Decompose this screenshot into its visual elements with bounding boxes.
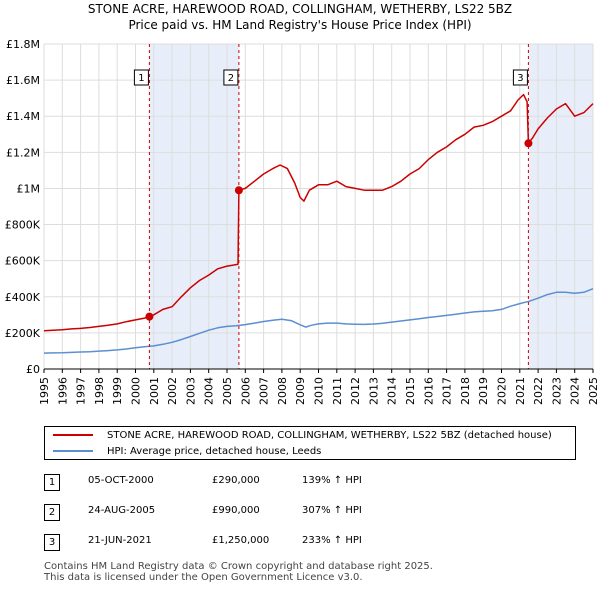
y-tick-label: £1.8M xyxy=(6,38,40,51)
hpi-series-line xyxy=(43,288,594,354)
shaded-period xyxy=(149,44,239,369)
sale-number-badge: 3 xyxy=(44,534,60,551)
sale-hpi-change: 233% ↑ HPI xyxy=(302,535,362,546)
x-tick-label: 2013 xyxy=(367,377,380,405)
x-tick-label: 2025 xyxy=(587,377,600,405)
chart-subtitle: Price paid vs. HM Land Registry's House … xyxy=(128,18,472,32)
sale-price: £990,000 xyxy=(212,505,260,516)
sale-hpi-change: 307% ↑ HPI xyxy=(302,505,362,516)
sale-point xyxy=(234,186,243,195)
footer-attribution: Contains HM Land Registry data © Crown c… xyxy=(44,561,433,583)
x-tick-label: 2004 xyxy=(203,377,216,405)
footer-line-1: Contains HM Land Registry data © Crown c… xyxy=(44,561,433,572)
sale-label-box xyxy=(133,69,149,86)
x-tick-label: 2016 xyxy=(422,377,435,405)
x-tick-label: 2022 xyxy=(532,377,545,405)
x-tick-label: 2008 xyxy=(276,377,289,405)
x-tick-label: 1999 xyxy=(111,377,124,405)
y-tick-label: £1.2M xyxy=(6,146,40,159)
x-tick-label: 1997 xyxy=(75,377,88,405)
footer-line-2: This data is licensed under the Open Gov… xyxy=(44,572,363,583)
x-tick-label: 2007 xyxy=(258,377,271,405)
chart-title: STONE ACRE, HAREWOOD ROAD, COLLINGHAM, W… xyxy=(87,2,513,16)
x-tick-label: 2000 xyxy=(130,377,143,405)
y-tick-label: £600K xyxy=(5,255,41,268)
hpi-line-swatch xyxy=(53,450,93,452)
sale-price: £1,250,000 xyxy=(212,535,270,546)
sale-number-badge: 1 xyxy=(44,474,60,491)
sale-label: 2 xyxy=(228,73,234,84)
x-tick-label: 2020 xyxy=(496,377,509,405)
x-tick-label: 2021 xyxy=(514,377,527,405)
y-tick-label: £0 xyxy=(26,363,40,376)
x-tick-label: 2014 xyxy=(386,377,399,405)
sale-point xyxy=(524,139,533,148)
shaded-period xyxy=(528,44,593,369)
x-tick-label: 1998 xyxy=(93,377,106,405)
x-tick-label: 2003 xyxy=(184,377,197,405)
sale-label: 1 xyxy=(138,73,144,84)
y-tick-label: £200K xyxy=(5,327,41,340)
sale-price: £290,000 xyxy=(212,475,260,486)
legend-item-property: STONE ACRE, HAREWOOD ROAD, COLLINGHAM, W… xyxy=(53,429,552,443)
table-row: 2 24-AUG-2005 £990,000 307% ↑ HPI xyxy=(44,503,584,523)
sale-hpi-change: 139% ↑ HPI xyxy=(302,475,362,486)
table-row: 3 21-JUN-2021 £1,250,000 233% ↑ HPI xyxy=(44,533,584,553)
x-tick-label: 2011 xyxy=(331,377,344,405)
x-tick-label: 2012 xyxy=(349,377,362,405)
property-line-swatch xyxy=(53,434,93,436)
y-tick-label: £800K xyxy=(5,219,41,232)
sale-label: 3 xyxy=(517,73,523,84)
sale-point xyxy=(145,312,154,321)
x-tick-label: 2002 xyxy=(166,377,179,405)
x-tick-label: 2024 xyxy=(569,377,582,405)
x-tick-label: 2015 xyxy=(404,377,417,405)
sale-label-box xyxy=(512,69,528,86)
x-tick-label: 2001 xyxy=(148,377,161,405)
x-tick-label: 2009 xyxy=(294,377,307,405)
chart-legend: STONE ACRE, HAREWOOD ROAD, COLLINGHAM, W… xyxy=(44,426,576,460)
sale-label-box xyxy=(223,69,239,86)
y-tick-label: £400K xyxy=(5,291,41,304)
x-tick-label: 1995 xyxy=(38,377,51,405)
x-tick-label: 2006 xyxy=(239,377,252,405)
x-tick-label: 2010 xyxy=(313,377,326,405)
legend-item-hpi: HPI: Average price, detached house, Leed… xyxy=(53,445,321,459)
y-tick-label: £1.6M xyxy=(6,74,40,87)
table-row: 1 05-OCT-2000 £290,000 139% ↑ HPI xyxy=(44,473,584,493)
sale-date: 21-JUN-2021 xyxy=(88,535,152,546)
x-tick-label: 2005 xyxy=(221,377,234,405)
x-tick-label: 2023 xyxy=(550,377,563,405)
y-tick-label: £1.4M xyxy=(6,110,40,123)
sale-date: 24-AUG-2005 xyxy=(88,505,156,516)
legend-property-label: STONE ACRE, HAREWOOD ROAD, COLLINGHAM, W… xyxy=(107,430,552,441)
legend-hpi-label: HPI: Average price, detached house, Leed… xyxy=(107,446,322,457)
x-tick-label: 2018 xyxy=(459,377,472,405)
y-tick-label: £1M xyxy=(17,182,41,195)
sale-number-badge: 2 xyxy=(44,504,60,521)
x-tick-label: 1996 xyxy=(56,377,69,405)
sale-date: 05-OCT-2000 xyxy=(88,475,154,486)
x-tick-label: 2017 xyxy=(441,377,454,405)
x-tick-label: 2019 xyxy=(477,377,490,405)
price-chart: 1 2 3 £0 £200K £400K £600K £800K £1M £1.2M £1.4M £… xyxy=(5,38,600,405)
